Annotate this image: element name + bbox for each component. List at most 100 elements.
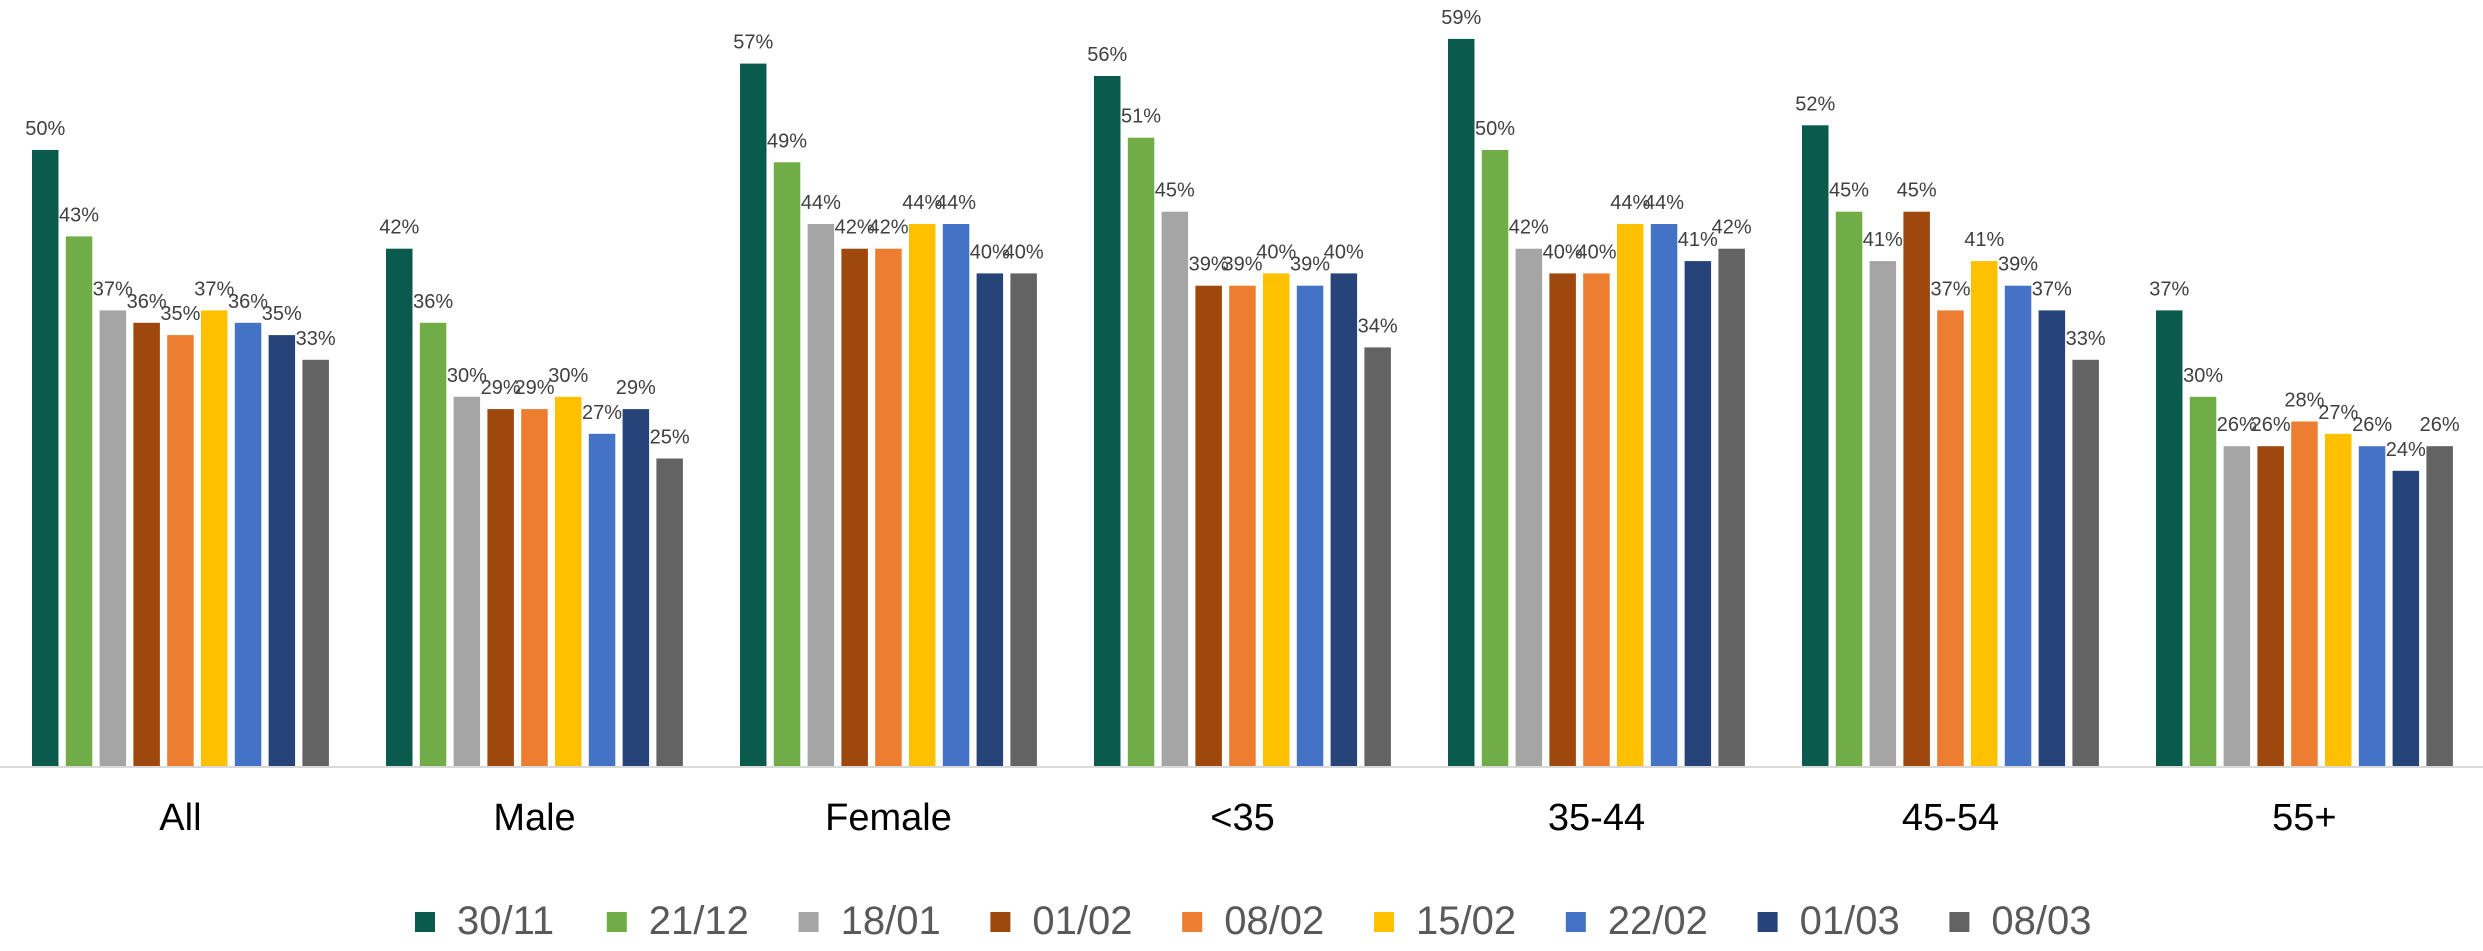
bar-male-08-03: [656, 458, 683, 767]
bar-35-44-01-03: [1684, 261, 1712, 767]
bar-55-plus-01-02: [2257, 446, 2284, 767]
data-label-55-plus-15-02: 27%: [2318, 402, 2358, 424]
data-label-lt-35-30-11: 56%: [1087, 44, 1127, 66]
bar-all-08-02: [167, 335, 194, 767]
legend-label-30-11: 30/11: [457, 899, 554, 943]
data-label-lt-35-01-03: 40%: [1324, 241, 1364, 263]
bar-female-08-02: [875, 248, 902, 767]
bar-55-plus-22-02: [2358, 446, 2386, 767]
bars-layer: [32, 38, 2453, 768]
data-label-female-08-02: 42%: [868, 217, 908, 239]
bar-lt-35-15-02: [1263, 273, 1290, 767]
bar-lt-35-21-12: [1127, 137, 1155, 767]
x-axis-categories: All Male Female <35 35-44 45-54 55+: [159, 797, 2336, 839]
bar-male-01-02: [487, 409, 514, 767]
data-label-lt-35-22-02: 39%: [1290, 254, 1330, 276]
bar-lt-35-22-02: [1296, 285, 1324, 767]
bar-female-22-02: [942, 224, 970, 767]
data-label-lt-35-01-02: 39%: [1189, 254, 1229, 276]
data-label-all-15-02: 37%: [194, 278, 234, 300]
bar-all-01-03: [268, 335, 296, 767]
legend-swatch-01-02: [990, 912, 1011, 932]
legend-label-18-01: 18/01: [841, 899, 941, 943]
bar-35-44-22-02: [1650, 224, 1678, 767]
data-label-all-01-03: 35%: [262, 303, 302, 325]
bar-male-01-03: [622, 409, 650, 767]
data-label-55-plus-22-02: 26%: [2352, 414, 2392, 436]
data-label-35-44-18-01: 42%: [1509, 217, 1549, 239]
bar-all-22-02: [234, 322, 262, 767]
data-label-female-18-01: 44%: [801, 192, 841, 214]
data-label-55-plus-30-11: 37%: [2149, 278, 2189, 300]
data-label-35-44-01-03: 41%: [1678, 229, 1718, 251]
data-label-45-54-21-12: 45%: [1829, 180, 1869, 202]
legend-item-21-12: 21/12: [606, 899, 749, 943]
data-label-female-21-12: 49%: [767, 130, 807, 152]
legend-item-22-02: 22/02: [1565, 899, 1708, 943]
bar-35-44-08-03: [1718, 248, 1745, 767]
bar-55-plus-21-12: [2189, 396, 2217, 767]
bar-female-01-03: [976, 273, 1004, 767]
bar-lt-35-01-03: [1330, 273, 1358, 767]
data-label-35-44-21-12: 50%: [1475, 118, 1515, 140]
bar-lt-35-30-11: [1094, 76, 1121, 767]
bar-female-18-01: [807, 224, 835, 767]
bar-all-21-12: [65, 236, 93, 767]
data-label-35-44-22-02: 44%: [1644, 192, 1684, 214]
data-label-lt-35-21-12: 51%: [1121, 106, 1161, 128]
data-label-55-plus-01-02: 26%: [2251, 414, 2291, 436]
data-label-female-15-02: 44%: [902, 192, 942, 214]
bar-all-01-02: [133, 322, 160, 767]
data-label-male-30-11: 42%: [379, 217, 419, 239]
legend-label-01-02: 01/02: [1032, 899, 1132, 943]
data-label-male-08-03: 25%: [650, 427, 690, 449]
bar-45-54-21-12: [1835, 211, 1863, 767]
data-label-35-44-08-02: 40%: [1576, 241, 1616, 263]
data-label-45-54-30-11: 52%: [1795, 93, 1835, 115]
bar-55-plus-01-03: [2392, 470, 2420, 767]
data-label-45-54-01-02: 45%: [1897, 180, 1937, 202]
category-label-male: Male: [493, 797, 575, 839]
data-label-female-01-02: 42%: [835, 217, 875, 239]
bar-lt-35-01-02: [1195, 285, 1222, 767]
data-label-lt-35-08-02: 39%: [1222, 254, 1262, 276]
legend-label-15-02: 15/02: [1416, 899, 1516, 943]
legend-item-01-03: 01/03: [1757, 899, 1900, 943]
category-label-45-54: 45-54: [1902, 797, 1999, 839]
bar-female-21-12: [773, 162, 801, 768]
data-label-all-18-01: 37%: [93, 278, 133, 300]
data-label-35-44-08-03: 42%: [1712, 217, 1752, 239]
bar-female-08-03: [1010, 273, 1037, 767]
data-label-55-plus-21-12: 30%: [2183, 365, 2223, 387]
bar-35-44-21-12: [1481, 150, 1509, 767]
data-label-female-22-02: 44%: [936, 192, 976, 214]
legend-item-15-02: 15/02: [1374, 899, 1516, 943]
bar-45-54-22-02: [2004, 285, 2032, 767]
legend-label-08-03: 08/03: [1991, 899, 2091, 943]
data-label-male-15-02: 30%: [548, 365, 588, 387]
bar-55-plus-08-02: [2291, 421, 2318, 767]
data-label-lt-35-15-02: 40%: [1256, 241, 1296, 263]
data-label-male-01-02: 29%: [481, 377, 521, 399]
data-label-lt-35-18-01: 45%: [1155, 180, 1195, 202]
data-label-45-54-22-02: 39%: [1998, 254, 2038, 276]
bar-lt-35-18-01: [1161, 211, 1189, 767]
category-label-lt-35: <35: [1210, 797, 1274, 839]
bar-female-15-02: [909, 224, 936, 767]
data-label-all-08-02: 35%: [160, 303, 200, 325]
data-label-all-30-11: 50%: [25, 118, 65, 140]
data-label-45-54-15-02: 41%: [1964, 229, 2004, 251]
data-label-male-22-02: 27%: [582, 402, 622, 424]
bar-male-18-01: [453, 396, 481, 767]
data-label-male-21-12: 36%: [413, 291, 453, 313]
bar-35-44-15-02: [1617, 224, 1644, 767]
data-label-male-08-02: 29%: [514, 377, 554, 399]
data-label-all-22-02: 36%: [228, 291, 268, 313]
bar-35-44-08-02: [1583, 273, 1610, 767]
data-labels-layer: 50%43%37%36%35%37%36%35%33%42%36%30%29%2…: [25, 7, 2460, 461]
legend-item-08-02: 08/02: [1182, 899, 1324, 943]
data-label-55-plus-18-01: 26%: [2217, 414, 2257, 436]
data-label-55-plus-01-03: 24%: [2386, 439, 2426, 461]
